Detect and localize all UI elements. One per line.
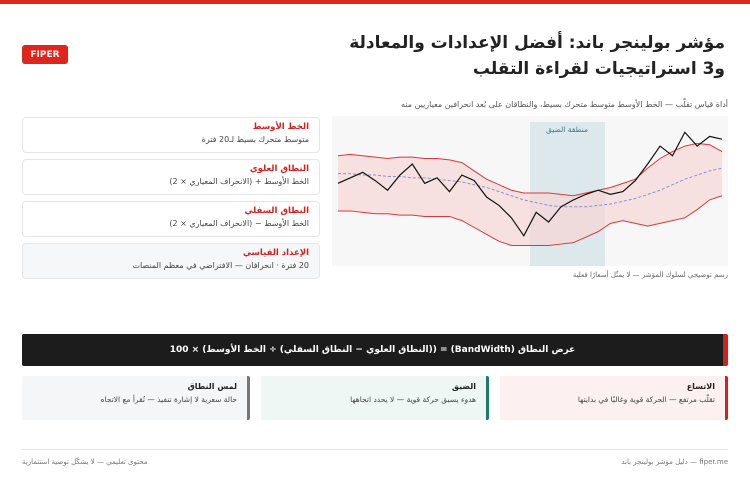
chart: منطقة الضيق xyxy=(337,122,723,266)
zone-label: منطقة الضيق xyxy=(546,125,588,134)
state-card: الضيق هدوء يسبق حركة قوية — لا يحدد اتجاه… xyxy=(261,376,489,420)
series-line xyxy=(337,142,723,197)
card-text: 20 فترة · انحرافان — الافتراضي في معظم ا… xyxy=(132,261,309,270)
state-title: الاتساع xyxy=(686,382,715,391)
card-title: النطاق السفلي xyxy=(244,206,309,216)
card-text: متوسط متحرك بسيط لـ20 فترة xyxy=(201,135,309,144)
band-fill xyxy=(338,143,722,246)
card: الخط الأوسط متوسط متحرك بسيط لـ20 فترة xyxy=(22,117,320,153)
card: الإعداد القياسي 20 فترة · انحرافان — الاف… xyxy=(22,243,320,279)
state-card: لمس النطاق حالة سعرية لا إشارة تنفيذ — تُ… xyxy=(22,376,250,420)
subtitle: أداة قياس تقلّب — الخط الأوسط متوسط متحر… xyxy=(401,100,728,109)
formula: عرض النطاق (BandWidth) = ((النطاق العلوي… xyxy=(22,334,728,366)
title-line: و3 استراتيجيات لقراءة التقلب xyxy=(472,59,725,79)
card: النطاق السفلي الخط الأوسط − (الانحراف الم… xyxy=(22,201,320,237)
title: مؤشر بولينجر باند: أفضل الإعدادات والمعا… xyxy=(305,30,725,82)
chart-caption: رسم توضيحي لسلوك المؤشر — لا يمثّل أسعار… xyxy=(572,271,728,279)
state-title: الضيق xyxy=(451,382,476,391)
top-bar xyxy=(0,0,750,4)
card: النطاق العلوي الخط الأوسط + (الانحراف الم… xyxy=(22,159,320,195)
state-text: تقلّب مرتفع — الحركة قوية وغالبًا في بدا… xyxy=(577,395,715,404)
footer-left: محتوى تعليمي — لا يشكّل توصية استثمارية xyxy=(22,458,148,466)
logo[interactable]: FIPER xyxy=(22,45,68,64)
series-line xyxy=(338,195,723,246)
state-title: لمس النطاق xyxy=(187,382,237,391)
card-title: الخط الأوسط xyxy=(252,122,309,132)
card-title: النطاق العلوي xyxy=(249,164,309,174)
card-text: الخط الأوسط + (الانحراف المعياري × 2) xyxy=(169,177,309,186)
chart-area: منطقة الضيق xyxy=(332,116,728,266)
state-card: الاتساع تقلّب مرتفع — الحركة قوية وغالبًا… xyxy=(500,376,728,420)
card-title: الإعداد القياسي xyxy=(242,248,309,258)
series-line xyxy=(337,131,723,237)
state-text: هدوء يسبق حركة قوية — لا يحدد اتجاهها xyxy=(350,395,476,404)
card-text: الخط الأوسط − (الانحراف المعياري × 2) xyxy=(169,219,309,228)
divider xyxy=(22,449,728,450)
footer-right: fiper.me — دليل مؤشر بولينجر باند xyxy=(621,458,728,466)
state-text: حالة سعرية لا إشارة تنفيذ — تُقرأ مع الا… xyxy=(100,395,237,404)
title-line: مؤشر بولينجر باند: أفضل الإعدادات والمعا… xyxy=(349,33,725,53)
series-line xyxy=(338,167,723,208)
